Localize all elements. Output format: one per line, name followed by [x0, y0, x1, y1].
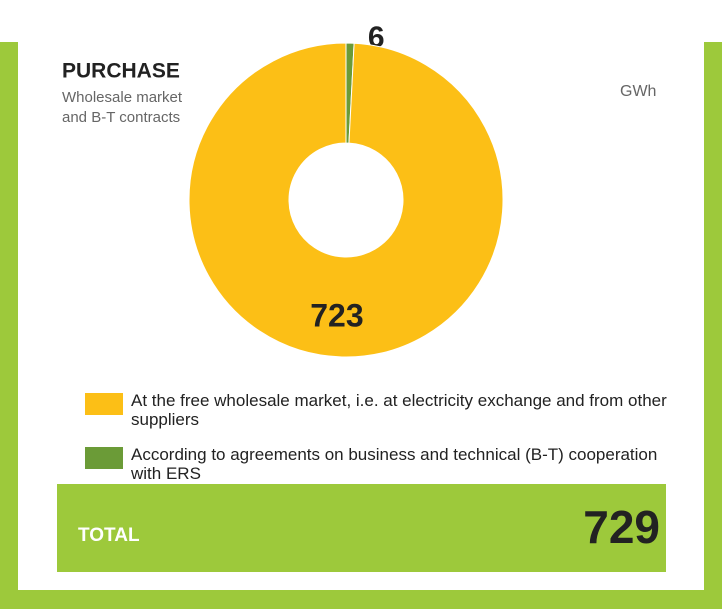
- unit: GWh: [620, 83, 656, 100]
- legend-swatch: [85, 447, 123, 469]
- subtitle: Wholesale market: [62, 89, 183, 106]
- data-label: 723: [310, 297, 363, 333]
- chart-title: PURCHASE: [62, 60, 180, 83]
- total-bar: [57, 484, 666, 572]
- legend-swatch: [85, 393, 123, 415]
- donut-slice: [188, 42, 504, 358]
- subtitle: and B-T contracts: [62, 109, 180, 126]
- legend-text: At the free wholesale market, i.e. at el…: [131, 391, 667, 429]
- total-label: TOTAL: [78, 525, 140, 546]
- total-value: 729: [583, 501, 660, 553]
- legend-text: According to agreements on business and …: [131, 445, 658, 483]
